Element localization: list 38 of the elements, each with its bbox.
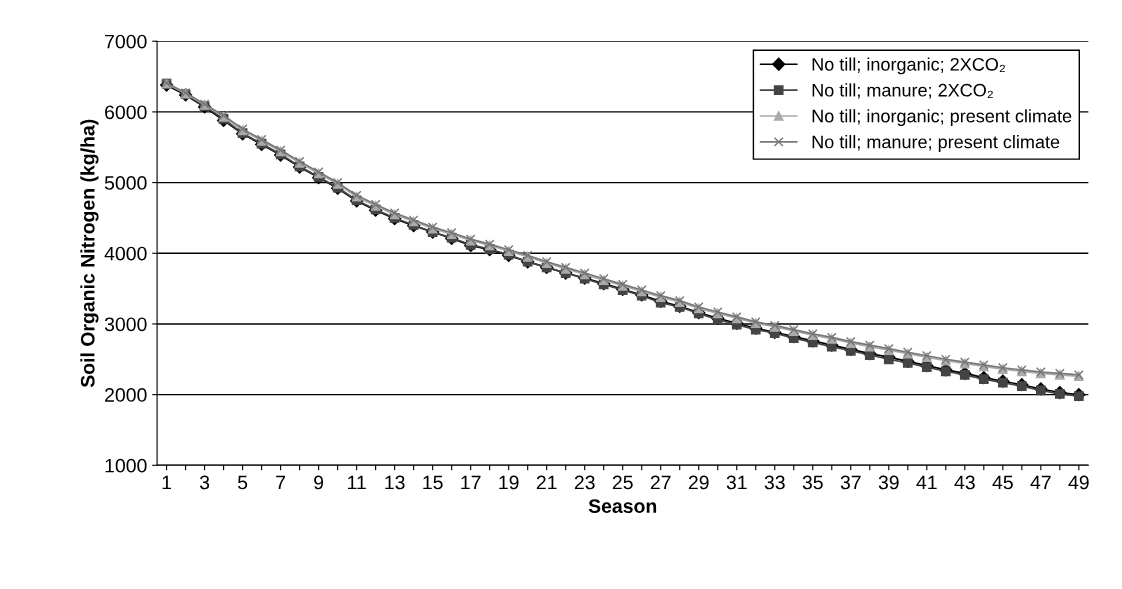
x-tick-label: 7 xyxy=(276,475,286,490)
x-tick-label: 25 xyxy=(612,475,633,490)
y-tick-label: 4000 xyxy=(104,246,147,261)
x-tick-label: 27 xyxy=(650,475,671,490)
x-tick-label: 15 xyxy=(423,475,443,490)
y-tick-label: 6000 xyxy=(105,105,147,120)
x-tick-label: 35 xyxy=(802,475,823,490)
y-axis-title: Soil Organic Nitrogen (kg/ha) xyxy=(80,119,99,388)
legend-label: No till; manure; present climate xyxy=(812,135,1060,152)
x-tick-label: 21 xyxy=(536,475,557,490)
x-tick-label: 29 xyxy=(688,475,709,490)
x-tick-label: 1 xyxy=(162,475,172,490)
x-tick-label: 45 xyxy=(992,475,1013,490)
x-tick-label: 43 xyxy=(954,475,975,490)
legend-label: No till; inorganic; 2XCO₂ xyxy=(812,57,1005,75)
y-tick-label: 3000 xyxy=(104,317,147,332)
x-tick-label: 49 xyxy=(1068,475,1089,490)
y-tick-label: 2000 xyxy=(105,388,147,402)
x-tick-label: 47 xyxy=(1030,475,1051,490)
x-tick-label: 13 xyxy=(385,475,405,490)
y-tick-label: 1000 xyxy=(105,458,147,473)
x-tick-label: 3 xyxy=(199,475,210,490)
x-tick-label: 9 xyxy=(314,475,324,490)
x-tick-label: 39 xyxy=(878,475,899,490)
x-tick-label: 41 xyxy=(916,475,937,490)
y-tick-label: 7000 xyxy=(105,34,147,49)
legend-label: No till; inorganic; present climate xyxy=(812,109,1072,127)
x-tick-label: 11 xyxy=(348,475,366,490)
x-tick-label: 5 xyxy=(237,475,248,490)
y-tick-label: 5000 xyxy=(104,176,147,190)
x-tick-label: 31 xyxy=(726,475,747,490)
x-tick-label: 19 xyxy=(499,475,519,490)
x-axis-title: Season xyxy=(588,499,657,513)
x-tick-label: 33 xyxy=(764,475,785,490)
legend-label: No till; manure; 2XCO₂ xyxy=(812,83,993,99)
x-tick-label: 17 xyxy=(461,475,481,490)
x-tick-label: 37 xyxy=(840,475,861,490)
x-tick-label: 23 xyxy=(574,475,595,490)
